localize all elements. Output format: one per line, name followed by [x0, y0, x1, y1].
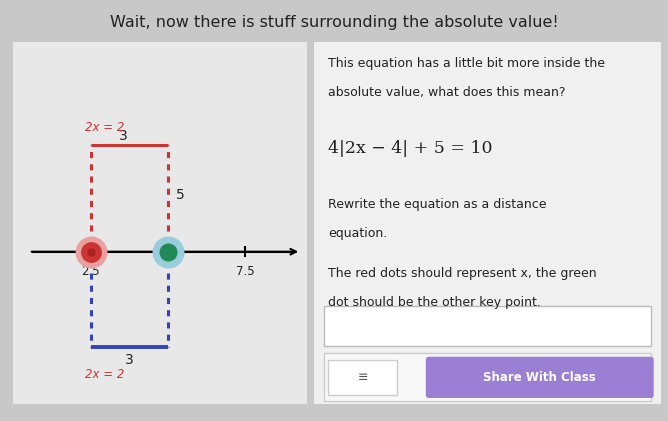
Text: This equation has a little bit more inside the: This equation has a little bit more insi…	[328, 56, 605, 69]
Text: absolute value, what does this mean?: absolute value, what does this mean?	[328, 85, 565, 99]
FancyBboxPatch shape	[328, 360, 397, 395]
Text: 2.5: 2.5	[81, 265, 100, 278]
Text: 5: 5	[176, 187, 184, 202]
Text: dot should be the other key point.: dot should be the other key point.	[328, 296, 540, 309]
Text: Wait, now there is stuff surrounding the absolute value!: Wait, now there is stuff surrounding the…	[110, 15, 558, 30]
FancyBboxPatch shape	[325, 306, 651, 346]
Text: 7.5: 7.5	[236, 265, 255, 278]
Text: 3: 3	[125, 353, 134, 367]
Text: 4|2x − 4| + 5 = 10: 4|2x − 4| + 5 = 10	[328, 140, 492, 157]
Text: Rewrite the equation as a distance: Rewrite the equation as a distance	[328, 198, 546, 211]
Text: 2x = 2: 2x = 2	[85, 121, 124, 134]
Text: equation.: equation.	[328, 227, 387, 240]
Text: ≡: ≡	[357, 371, 368, 384]
Text: 2x = 2: 2x = 2	[85, 368, 124, 381]
Text: Share With Class: Share With Class	[484, 371, 596, 384]
Text: 3: 3	[119, 129, 128, 143]
Text: The red dots should represent x, the green: The red dots should represent x, the gre…	[328, 266, 597, 280]
FancyBboxPatch shape	[426, 357, 654, 398]
FancyBboxPatch shape	[325, 354, 651, 400]
